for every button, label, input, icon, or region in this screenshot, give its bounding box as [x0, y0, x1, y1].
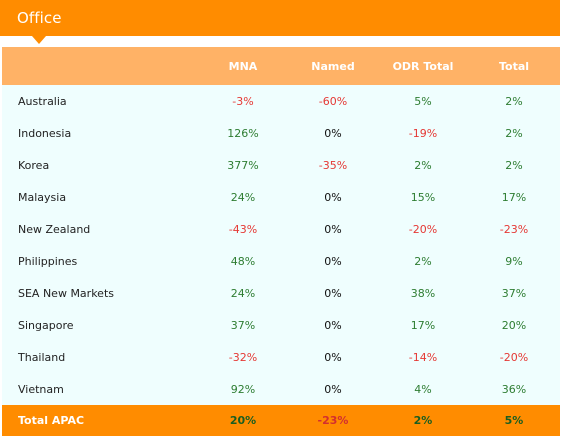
cell-total: -20%: [499, 350, 529, 364]
cell-named: 0%: [324, 318, 342, 332]
title-pointer: [32, 36, 46, 44]
table-header-row: MNA Named ODR Total Total: [2, 47, 560, 85]
cell-total: -23%: [499, 222, 529, 236]
row-label: Indonesia: [18, 126, 72, 140]
row-label: Malaysia: [18, 190, 67, 204]
table-row: Vietnam 92% 0% 4% 36%: [2, 373, 560, 405]
header-name: [2, 47, 198, 85]
cell-odr-total: 2%: [414, 254, 432, 268]
cell-total: 17%: [501, 190, 527, 204]
cell-mna: 126%: [227, 126, 259, 140]
cell-named: 0%: [324, 286, 342, 300]
row-label: Philippines: [18, 254, 78, 268]
cell-named: 0%: [324, 222, 342, 236]
cell-mna: -32%: [228, 350, 258, 364]
table-row: New Zealand -43% 0% -20% -23%: [2, 213, 560, 245]
cell-mna: 92%: [230, 382, 256, 396]
table-row: Thailand -32% 0% -14% -20%: [2, 341, 560, 373]
table-row: SEA New Markets 24% 0% 38% 37%: [2, 277, 560, 309]
table-row: Malaysia 24% 0% 15% 17%: [2, 181, 560, 213]
page-title: Office: [17, 9, 62, 27]
row-label: New Zealand: [18, 222, 91, 236]
row-label: Vietnam: [18, 382, 64, 396]
cell-odr-total: 4%: [414, 382, 432, 396]
total-cell-total: 5%: [504, 414, 524, 427]
cell-mna: 377%: [227, 158, 259, 172]
cell-odr-total: 5%: [414, 94, 432, 108]
cell-total: 2%: [505, 94, 523, 108]
table-row: Indonesia 126% 0% -19% 2%: [2, 117, 560, 149]
cell-odr-total: 38%: [410, 286, 436, 300]
cell-named: 0%: [324, 382, 342, 396]
total-row: Total APAC 20% -23% 2% 5%: [2, 405, 560, 436]
cell-total: 36%: [501, 382, 527, 396]
total-cell-mna: 20%: [229, 414, 257, 427]
row-label: Singapore: [18, 318, 74, 332]
cell-total: 9%: [505, 254, 523, 268]
cell-odr-total: 15%: [410, 190, 436, 204]
cell-odr-total: 17%: [410, 318, 436, 332]
header-total: Total: [498, 59, 530, 73]
cell-mna: -3%: [232, 94, 254, 108]
cell-odr-total: 2%: [414, 158, 432, 172]
cell-total: 37%: [501, 286, 527, 300]
table-row: Singapore 37% 0% 17% 20%: [2, 309, 560, 341]
cell-named: 0%: [324, 190, 342, 204]
cell-odr-total: -20%: [408, 222, 438, 236]
row-label: SEA New Markets: [18, 286, 114, 300]
table-row: Korea 377% -35% 2% 2%: [2, 149, 560, 181]
cell-mna: 24%: [230, 286, 256, 300]
row-label: Australia: [18, 94, 67, 108]
row-label: Thailand: [18, 350, 66, 364]
title-bar: Office: [0, 0, 560, 36]
row-label: Korea: [18, 158, 50, 172]
table-row: Australia -3% -60% 5% 2%: [2, 85, 560, 117]
table-panel: MNA Named ODR Total Total Australia -3% -6…: [2, 47, 560, 436]
cell-named: 0%: [324, 126, 342, 140]
total-cell-named: -23%: [317, 414, 349, 427]
cell-named: 0%: [324, 350, 342, 364]
table-body: Australia -3% -60% 5% 2% Indonesia 126% 0% -19% 2…: [2, 85, 560, 436]
cell-total: 2%: [505, 126, 523, 140]
cell-mna: 37%: [230, 318, 256, 332]
cell-odr-total: -14%: [408, 350, 438, 364]
total-row-label: Total APAC: [18, 414, 85, 427]
cell-mna: -43%: [228, 222, 258, 236]
cell-total: 2%: [505, 158, 523, 172]
header-mna: MNA: [228, 59, 258, 73]
header-named: Named: [311, 59, 355, 73]
cell-mna: 24%: [230, 190, 256, 204]
cell-odr-total: -19%: [408, 126, 438, 140]
table-row: Philippines 48% 0% 2% 9%: [2, 245, 560, 277]
cell-mna: 48%: [230, 254, 256, 268]
office-table: MNA Named ODR Total Total Australia -3% -6…: [2, 47, 560, 436]
cell-total: 20%: [501, 318, 527, 332]
total-cell-odr-total: 2%: [413, 414, 433, 427]
cell-named: -60%: [318, 94, 348, 108]
header-odr-total: ODR Total: [392, 59, 454, 73]
cell-named: 0%: [324, 254, 342, 268]
cell-named: -35%: [318, 158, 348, 172]
